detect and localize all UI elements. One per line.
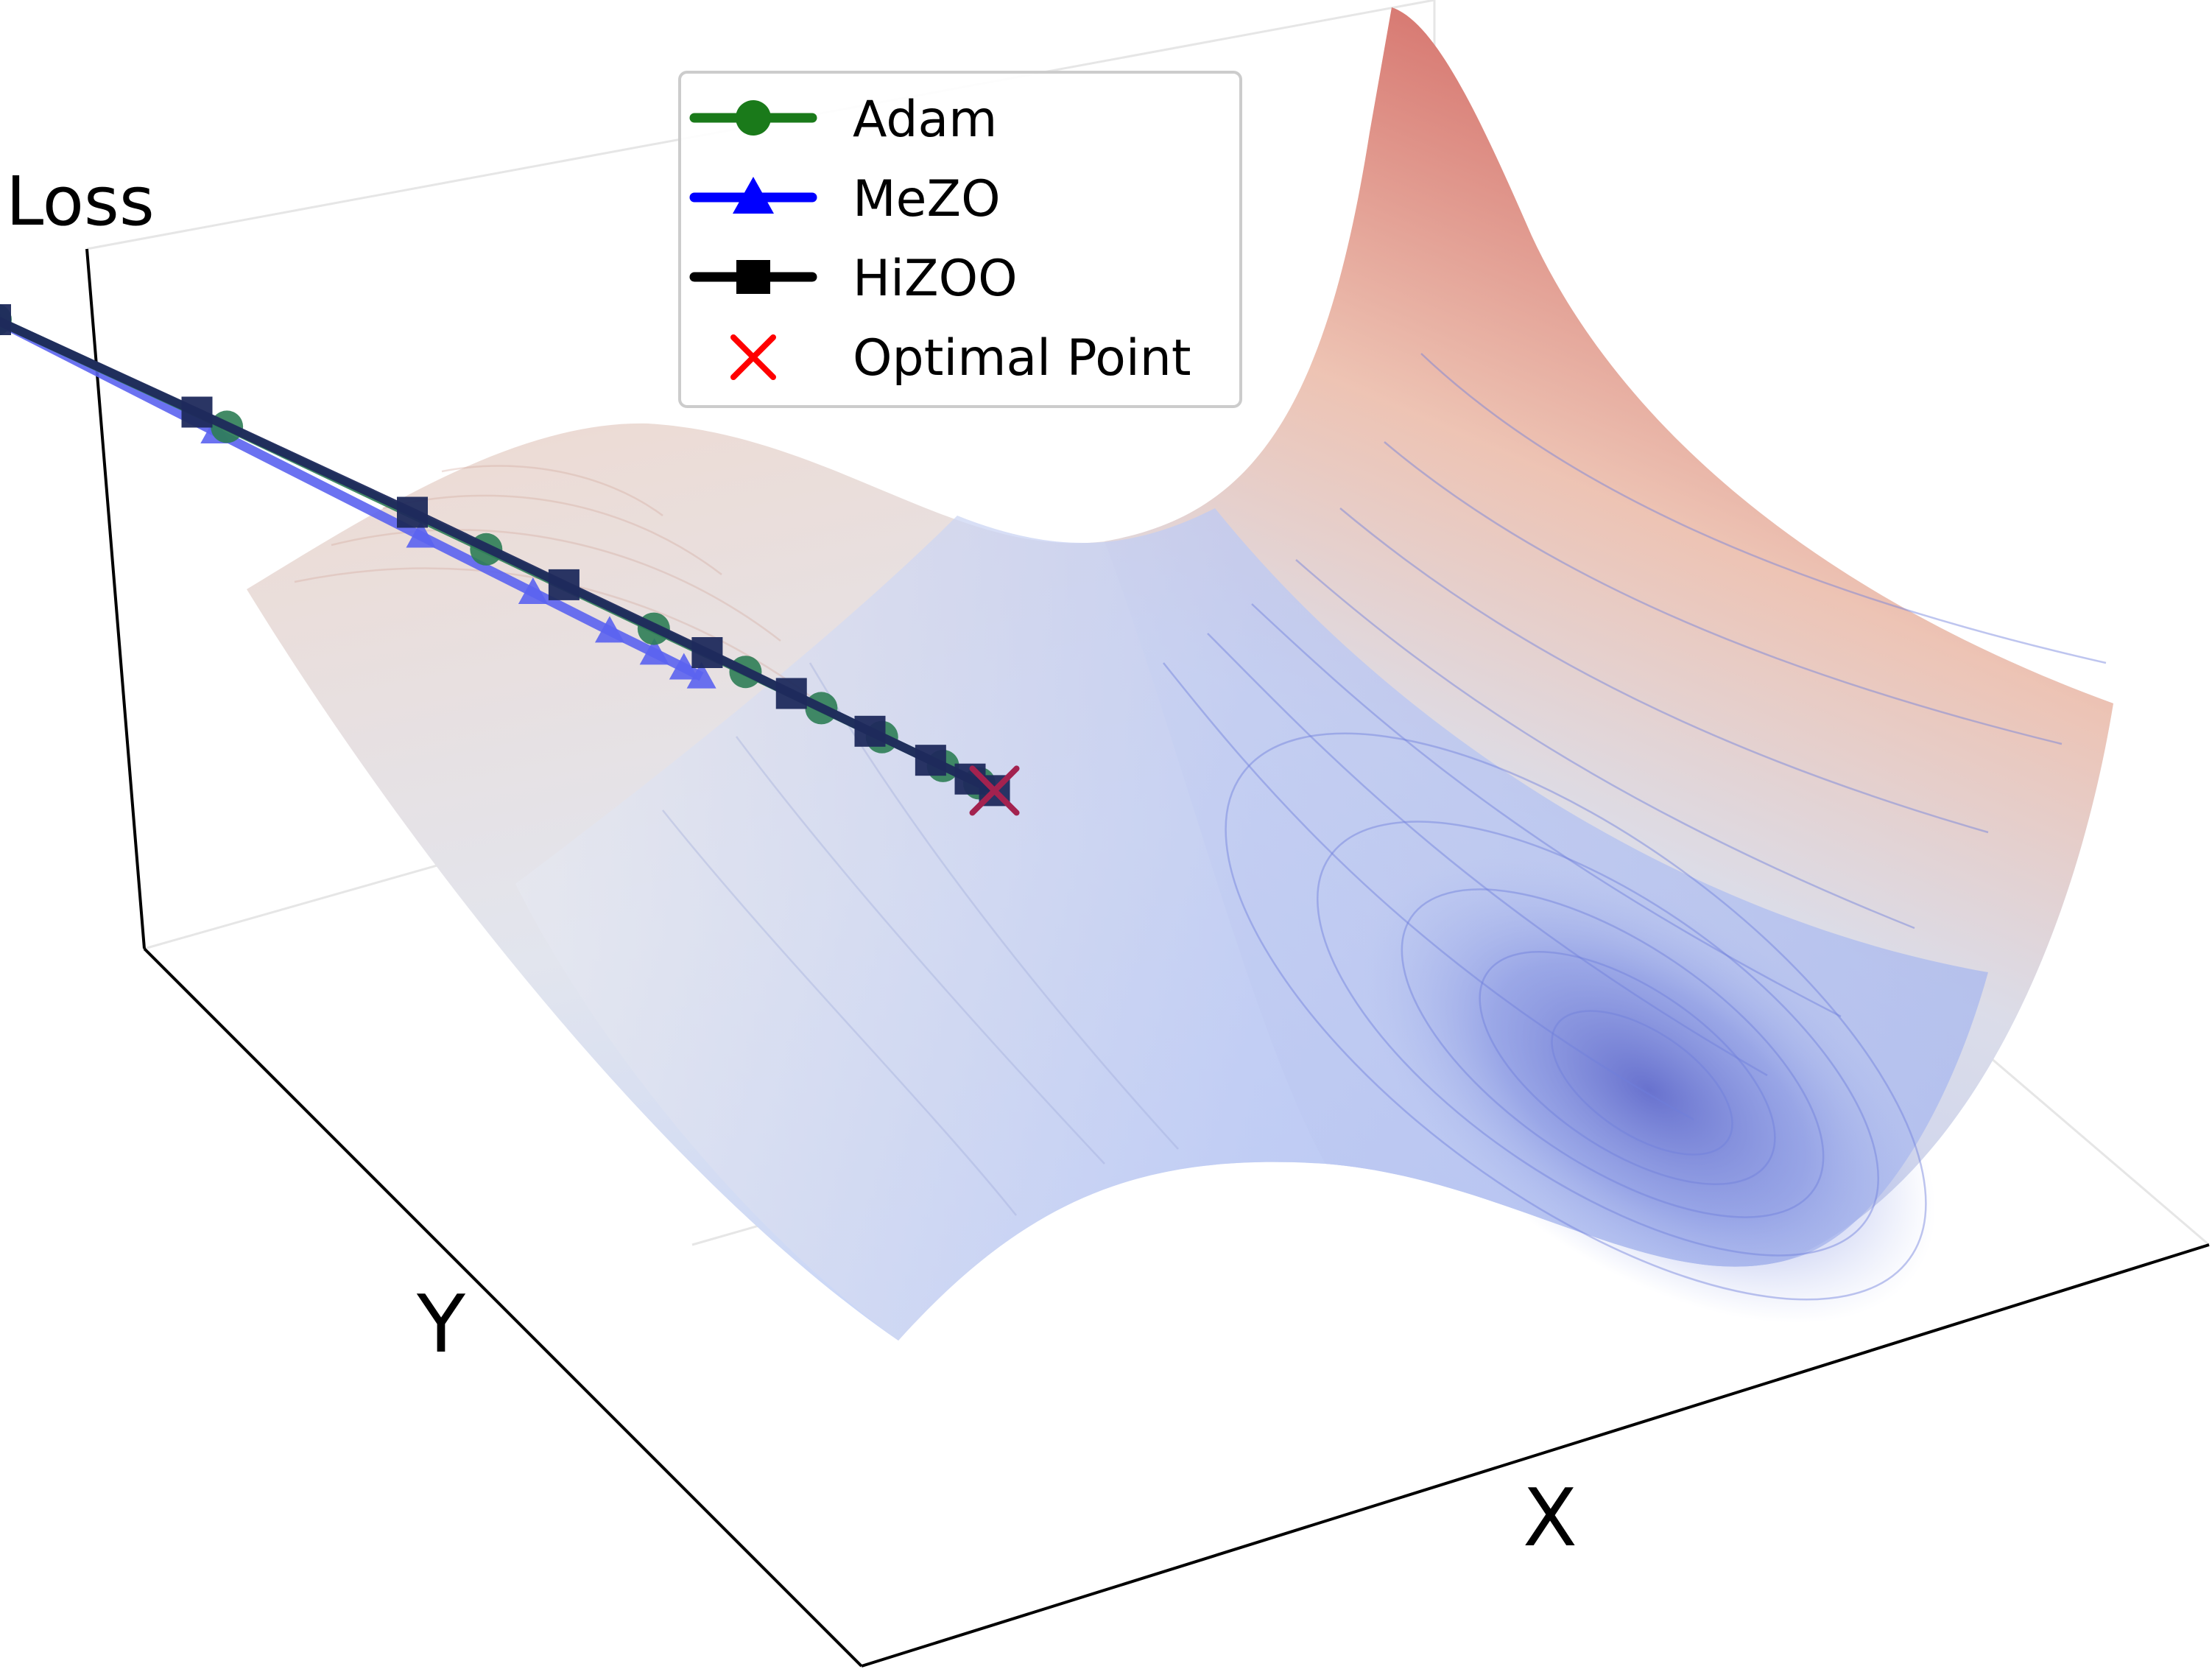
contour-lines-saddle [662, 662, 1179, 1216]
legend-entry-hizoo: HiZOO [689, 250, 1018, 308]
y-axis-line [143, 947, 863, 1668]
data-point-mezo-3 [518, 577, 548, 604]
x-axis-label: X [1523, 1472, 1577, 1564]
data-point-mezo-7 [686, 661, 716, 689]
data-point-hizoo-1 [181, 396, 213, 428]
legend-entry-optimal-point: Optimal Point [730, 329, 1191, 387]
series-hizoo [0, 304, 1010, 807]
legend: Adam MeZO HiZOO Optimal Point [678, 71, 1242, 408]
legend-entry-adam: Adam [689, 91, 997, 149]
legend-label-adam: Adam [853, 91, 997, 149]
z-axis-line [85, 248, 146, 949]
data-point-hizoo-3 [548, 569, 580, 600]
x-axis-line [861, 1243, 2210, 1668]
legend-label-hizoo: HiZOO [853, 250, 1018, 308]
legend-frame [678, 71, 1242, 408]
y-axis-label: Y [416, 1279, 466, 1371]
legend-label-optimal-point: Optimal Point [853, 329, 1191, 387]
triangle-marker-icon [733, 177, 774, 214]
legend-label-mezo: MeZO [853, 170, 1001, 228]
optimal-point-marker [969, 765, 1020, 816]
data-point-hizoo-6 [854, 715, 886, 747]
contour-lines [1163, 353, 2107, 1301]
data-point-mezo-6 [669, 653, 699, 680]
data-point-mezo-4 [594, 616, 624, 643]
data-point-hizoo-5 [775, 678, 807, 709]
data-point-hizoo-2 [397, 496, 428, 528]
series-line-hizoo [0, 317, 997, 795]
x-marker-icon [730, 334, 776, 380]
series-mezo [0, 312, 716, 689]
data-point-mezo-5 [639, 638, 669, 665]
circle-marker-icon [736, 100, 771, 136]
trajectory-layer [0, 303, 1020, 816]
z-axis-label: Loss [6, 162, 155, 241]
data-point-hizoo-7 [915, 745, 946, 776]
surface-valley [1363, 857, 1936, 1324]
data-point-mezo-2 [406, 521, 436, 548]
data-point-hizoo-0 [0, 304, 11, 335]
data-point-hizoo-4 [691, 637, 723, 668]
square-marker-icon [736, 260, 770, 294]
legend-entry-mezo: MeZO [689, 170, 1001, 228]
